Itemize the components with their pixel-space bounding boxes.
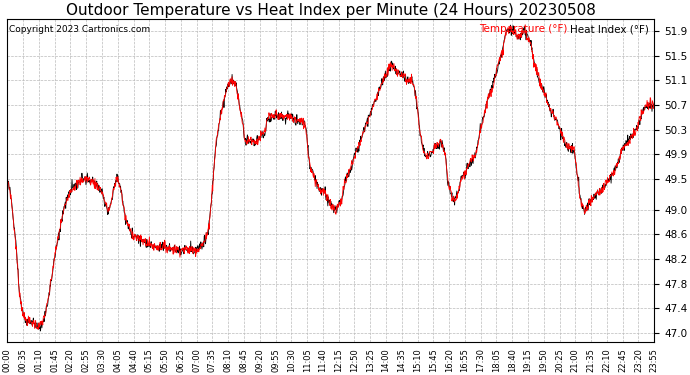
Temperature (°F)	[148, 242, 156, 247]
Temperature (°F)	[3, 183, 12, 188]
Heat Index (°F)	[34, 327, 43, 332]
Heat Index (°F)	[3, 172, 12, 177]
Temperature (°F)	[432, 144, 440, 148]
Temperature (°F)	[506, 23, 515, 27]
Temperature (°F)	[132, 234, 140, 238]
Line: Temperature (°F): Temperature (°F)	[8, 25, 654, 331]
Heat Index (°F)	[650, 105, 658, 110]
Heat Index (°F)	[432, 144, 440, 148]
Heat Index (°F)	[517, 35, 525, 40]
Temperature (°F)	[574, 178, 582, 183]
Title: Outdoor Temperature vs Heat Index per Minute (24 Hours) 20230508: Outdoor Temperature vs Heat Index per Mi…	[66, 3, 595, 18]
Heat Index (°F)	[506, 24, 515, 28]
Heat Index (°F)	[148, 242, 156, 247]
Temperature (°F)	[37, 329, 45, 333]
Heat Index (°F)	[220, 99, 228, 103]
Legend: Temperature (°F), Heat Index (°F): Temperature (°F), Heat Index (°F)	[479, 24, 649, 34]
Temperature (°F)	[517, 31, 525, 35]
Temperature (°F)	[650, 104, 658, 108]
Line: Heat Index (°F): Heat Index (°F)	[8, 26, 654, 329]
Heat Index (°F)	[574, 184, 582, 188]
Heat Index (°F)	[132, 233, 140, 238]
Text: Copyright 2023 Cartronics.com: Copyright 2023 Cartronics.com	[8, 26, 150, 34]
Temperature (°F)	[220, 105, 228, 110]
